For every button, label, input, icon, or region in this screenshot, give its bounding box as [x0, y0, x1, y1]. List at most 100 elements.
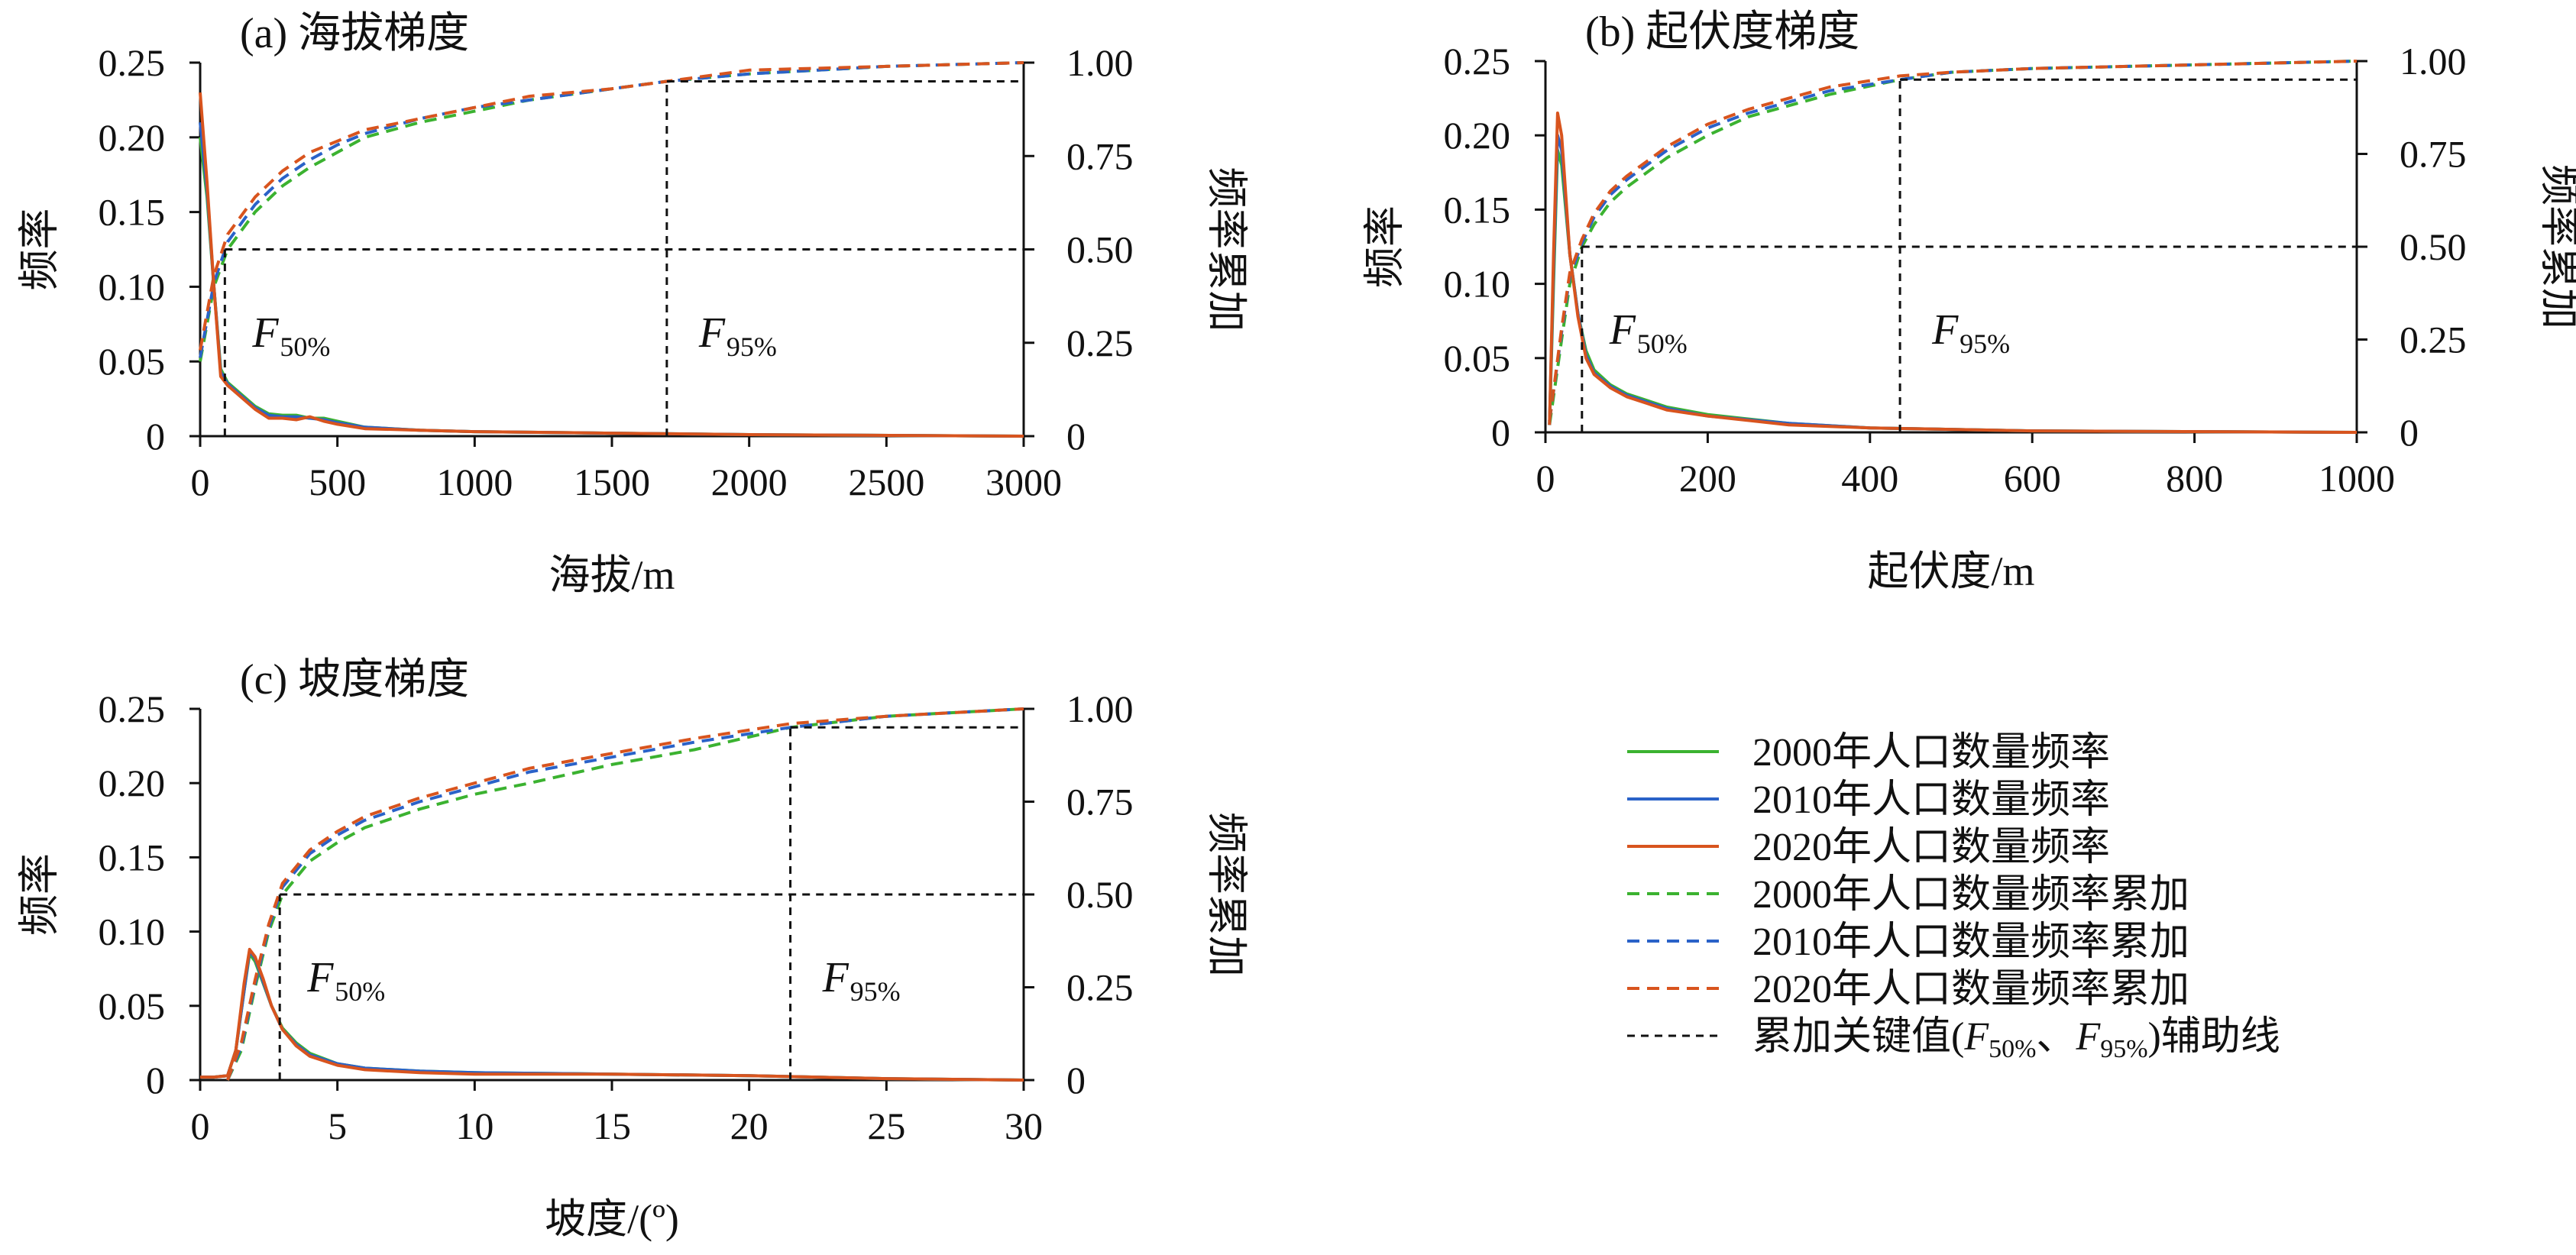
- y-right-tick-label: 0.75: [1066, 134, 1134, 177]
- series-line-1: [199, 121, 1024, 438]
- y-left-tick-label: 0: [146, 415, 165, 458]
- y-axis-right-label: 频率累加: [1204, 167, 1250, 332]
- series-line-2: [1548, 112, 2358, 434]
- y-axis-left-label: 频率: [16, 209, 62, 291]
- x-axis-label: 起伏度/m: [1867, 548, 2034, 594]
- legend-aux-s2: 95%: [2100, 1035, 2147, 1063]
- series-line-0: [199, 137, 1024, 438]
- f95-label-subscript: 95%: [1960, 328, 2010, 359]
- y-left-tick-label: 0.10: [1444, 263, 1511, 306]
- x-tick-label: 20: [730, 1105, 769, 1147]
- x-tick-label: 1000: [436, 461, 513, 503]
- y-right-tick-label: 0.25: [2400, 319, 2467, 361]
- x-tick-label: 0: [1536, 457, 1555, 500]
- y-right-tick-label: 0.25: [1066, 966, 1134, 1009]
- y-left-tick-label: 0: [1491, 411, 1510, 454]
- x-tick-label: 15: [593, 1105, 631, 1147]
- legend-aux-f1: F: [1963, 1015, 1989, 1059]
- y-right-tick-label: 0.25: [1066, 322, 1134, 364]
- x-tick-label: 3000: [985, 461, 1062, 503]
- f50-label: F: [251, 309, 279, 357]
- series-line-2: [200, 947, 1024, 1082]
- series-line-2: [199, 92, 1024, 438]
- panel-b: 0 200 400 600 800 100000.050.100.150.200.2500…: [1361, 8, 2576, 594]
- x-tick-label: 2000: [711, 461, 788, 503]
- f95-label-subscript: 95%: [727, 332, 777, 362]
- x-tick-label: 25: [867, 1105, 905, 1147]
- y-axis-left-label: 频率: [16, 853, 62, 936]
- x-tick-label: 5: [328, 1105, 347, 1147]
- y-left-tick-label: 0.25: [99, 687, 166, 730]
- y-right-tick-label: 0.75: [1066, 781, 1134, 823]
- f50-label: F: [306, 954, 334, 1001]
- x-tick-label: 10: [455, 1105, 494, 1147]
- y-left-tick-label: 0.20: [99, 116, 166, 159]
- y-axis-right-label: 频率累加: [2537, 164, 2576, 329]
- x-tick-label: 200: [1679, 457, 1736, 500]
- series-line-5: [226, 707, 1024, 1081]
- x-axis-label: 海拔/m: [549, 552, 675, 598]
- y-left-tick-label: 0.10: [99, 265, 166, 308]
- y-right-tick-label: 1.00: [1066, 687, 1134, 730]
- chart-title: (a) 海拔梯度: [240, 10, 469, 57]
- x-tick-label: 2500: [848, 461, 924, 503]
- series-line-4: [1548, 60, 2358, 422]
- f95-label: F: [1931, 306, 1959, 354]
- series-line-1: [1548, 134, 2358, 434]
- f50-label-subscript: 50%: [335, 976, 385, 1007]
- legend-aux-s1: 50%: [1989, 1035, 2036, 1063]
- x-tick-label: 500: [309, 461, 366, 503]
- x-tick-label: 400: [1841, 457, 1898, 500]
- y-right-tick-label: 0.50: [1066, 228, 1134, 271]
- series-line-0: [1548, 148, 2358, 434]
- y-right-tick-label: 0.50: [1066, 873, 1134, 916]
- legend-aux-t3: )辅助线: [2148, 1015, 2280, 1059]
- y-left-tick-label: 0.15: [99, 836, 166, 878]
- series-line-5: [199, 61, 1024, 351]
- f95-label-subscript: 95%: [850, 976, 901, 1007]
- series-line-3: [199, 61, 1024, 362]
- y-right-tick-label: 0.50: [2400, 225, 2467, 268]
- y-left-tick-label: 0.25: [1444, 40, 1511, 82]
- x-tick-label: 600: [2004, 457, 2061, 500]
- legend-item-label: 2010年人口数量频率: [1752, 778, 2110, 822]
- y-left-tick-label: 0.15: [99, 191, 166, 234]
- chart-title: (b) 起伏度梯度: [1585, 8, 1859, 56]
- panel-c: 0 5 10 15 20 25 30 0 0.05 0.10 0.15 0.20 0.25 0 0.25 0.…: [16, 656, 1249, 1242]
- f50-label: F: [1609, 306, 1636, 354]
- y-left-tick-label: 0: [146, 1059, 165, 1101]
- legend-item-label: 2010年人口数量频率累加: [1752, 920, 2189, 964]
- x-tick-label: 0: [191, 461, 210, 503]
- f95-label: F: [822, 954, 849, 1001]
- x-tick-label: 1000: [2319, 457, 2395, 500]
- f50-label-subscript: 50%: [280, 332, 330, 362]
- y-axis-left-label: 频率: [1361, 205, 1407, 288]
- f95-label: F: [698, 309, 726, 357]
- y-left-tick-label: 0.05: [99, 340, 166, 383]
- legend: 2000年人口数量频率2010年人口数量频率2020年人口数量频率2000年人口…: [1627, 731, 2280, 1063]
- x-tick-label: 800: [2166, 457, 2223, 500]
- y-left-tick-label: 0.20: [1444, 114, 1511, 157]
- legend-item-label: 2000年人口数量频率: [1752, 731, 2110, 775]
- legend-aux-t2: 、: [2036, 1015, 2076, 1059]
- y-left-tick-label: 0.10: [99, 911, 166, 953]
- series-line-3: [1548, 60, 2358, 425]
- y-left-tick-label: 0.05: [99, 985, 166, 1027]
- y-right-tick-label: 0: [1066, 1059, 1086, 1101]
- chart-title: (c) 坡度梯度: [240, 656, 469, 704]
- x-axis-label: 坡度/(º): [545, 1196, 679, 1242]
- x-tick-label: 1500: [574, 461, 650, 503]
- legend-item-label: 2000年人口数量频率累加: [1752, 873, 2189, 917]
- y-left-tick-label: 0.25: [99, 41, 166, 84]
- y-right-tick-label: 0: [1066, 415, 1086, 458]
- x-tick-label: 30: [1005, 1105, 1043, 1147]
- y-right-tick-label: 1.00: [2400, 40, 2467, 82]
- legend-aux-t1: 累加关键值(: [1752, 1015, 1964, 1059]
- series-line-5: [1548, 60, 2358, 422]
- y-right-tick-label: 1.00: [1066, 41, 1134, 84]
- series-line-4: [199, 61, 1024, 358]
- f50-label-subscript: 50%: [1637, 328, 1688, 359]
- x-tick-label: 0: [191, 1105, 210, 1147]
- legend-item-label: 2020年人口数量频率累加: [1752, 968, 2189, 1011]
